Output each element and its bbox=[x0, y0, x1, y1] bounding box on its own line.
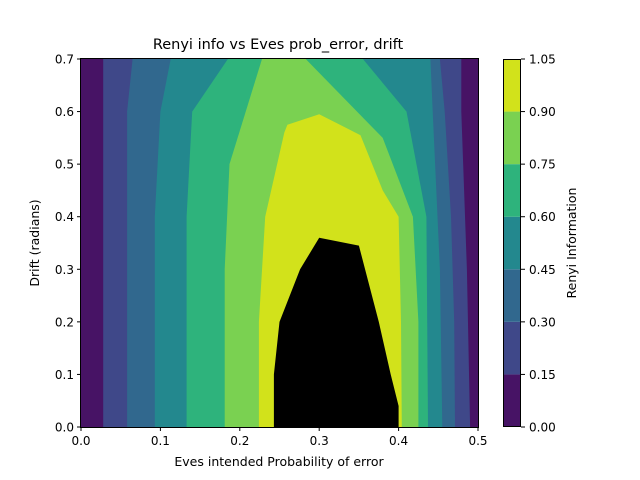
colorbar-label: Renyi Information bbox=[564, 188, 579, 299]
colorbar-band-6 bbox=[503, 59, 521, 112]
plot-area bbox=[81, 59, 478, 427]
colorbar-band-5 bbox=[503, 111, 521, 165]
colorbar-band-0 bbox=[503, 374, 521, 427]
x-axis-label: Eves intended Probability of error bbox=[174, 454, 384, 469]
colorbar-tick-label: 0.90 bbox=[529, 105, 556, 119]
colorbar-tick-label: 0.45 bbox=[529, 263, 556, 277]
colorbar-tick-label: 0.00 bbox=[529, 421, 556, 435]
colorbar-frame bbox=[503, 59, 521, 427]
colorbar-tick-label: 0.15 bbox=[529, 368, 556, 382]
colorbar-tick-label: 0.30 bbox=[529, 315, 556, 329]
plot-frame bbox=[80, 58, 479, 428]
x-tick-label: 0.2 bbox=[230, 434, 249, 448]
y-tick-label: 0.4 bbox=[55, 210, 74, 224]
colorbar-band-2 bbox=[503, 269, 521, 322]
x-tick-label: 0.5 bbox=[468, 434, 487, 448]
colorbar: 0.00 0.15 0.30 0.45 0.60 0.75 0.90 1.05 bbox=[503, 53, 556, 435]
y-axis-label: Drift (radians) bbox=[27, 199, 42, 286]
colorbar-band-1 bbox=[503, 321, 521, 375]
x-tick-label: 0.4 bbox=[389, 434, 408, 448]
y-tick-label: 0.0 bbox=[55, 421, 74, 435]
y-tick-label: 0.7 bbox=[55, 53, 74, 67]
y-tick-label: 0.3 bbox=[55, 263, 74, 277]
y-tick-label: 0.2 bbox=[55, 315, 74, 329]
y-tick-label: 0.5 bbox=[55, 158, 74, 172]
y-tick-label: 0.6 bbox=[55, 105, 74, 119]
y-tick-label: 0.1 bbox=[55, 368, 74, 382]
contour-band-7 bbox=[273, 237, 399, 427]
x-axis: 0.0 0.1 0.2 0.3 0.4 0.5 bbox=[71, 427, 488, 448]
x-tick-label: 0.3 bbox=[310, 434, 329, 448]
colorbar-tick-label: 0.60 bbox=[529, 210, 556, 224]
y-axis: 0.0 0.1 0.2 0.3 0.4 0.5 0.6 0.7 bbox=[55, 53, 81, 435]
x-tick-label: 0.0 bbox=[71, 434, 90, 448]
chart-title: Renyi info vs Eves prob_error, drift bbox=[153, 37, 404, 53]
colorbar-band-4 bbox=[503, 164, 521, 217]
x-tick-label: 0.1 bbox=[151, 434, 170, 448]
colorbar-tick-label: 0.75 bbox=[529, 158, 556, 172]
colorbar-band-3 bbox=[503, 216, 521, 270]
colorbar-tick-label: 1.05 bbox=[529, 53, 556, 67]
